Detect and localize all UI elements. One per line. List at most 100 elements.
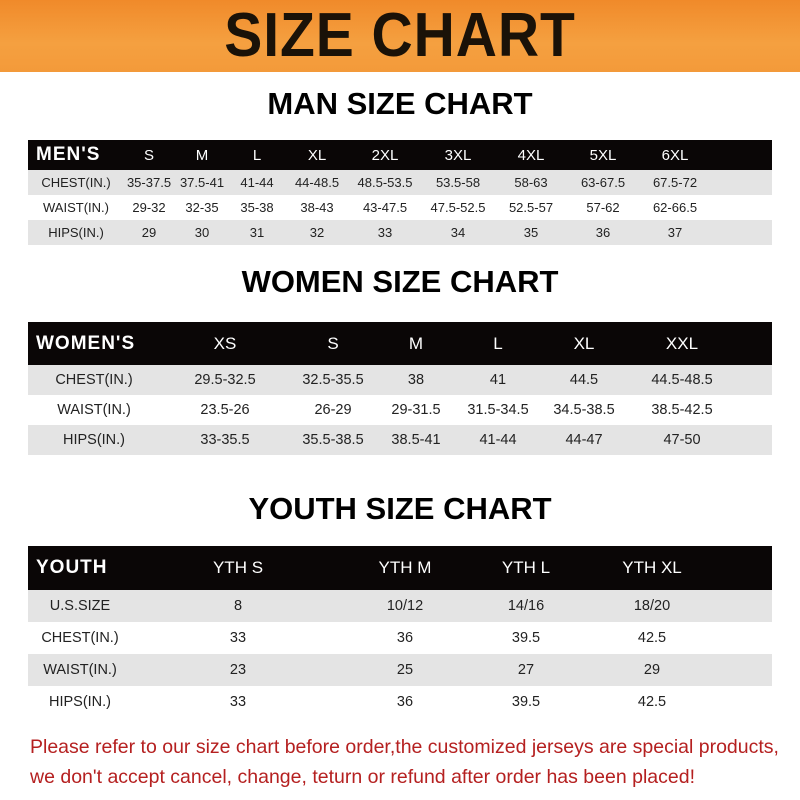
table-cell: 42.5 (637, 630, 667, 646)
table-cell: M (195, 146, 209, 164)
men-size-table: MEN'S S M L XL 2XL 3XL 4XL 5XL 6XL CHEST(IN.) 35-37… (28, 140, 772, 245)
table-cell: 33 (229, 630, 247, 646)
table-header-row: WOMEN'S XS S M L XL XXL (28, 322, 772, 365)
table-cell: 38.5-41 (391, 432, 441, 448)
table-cell: 27 (517, 662, 535, 678)
table-cell: YTH XL (622, 558, 682, 577)
table-row: WAIST(IN.) 23 25 27 29 (28, 654, 772, 686)
table-cell: 23.5-26 (200, 402, 250, 418)
row-label: MEN'S (36, 144, 101, 165)
table-cell: 37.5-41 (179, 175, 225, 190)
row-label: YOUTH (36, 557, 108, 578)
table-cell: 33 (377, 225, 393, 240)
table-cell: XL (307, 146, 327, 164)
table-cell: 14/16 (507, 598, 545, 614)
table-cell: 34.5-38.5 (553, 402, 615, 418)
table-cell: 35.5-38.5 (302, 432, 364, 448)
table-cell: 36 (396, 630, 414, 646)
row-label: HIPS(IN.) (48, 225, 104, 240)
table-cell: 39.5 (511, 694, 541, 710)
table-cell: 38 (407, 372, 425, 388)
table-cell: 42.5 (637, 694, 667, 710)
table-cell: 25 (396, 662, 414, 678)
table-cell: M (408, 333, 424, 353)
women-subtitle: WOMEN SIZE CHART (241, 264, 559, 299)
table-row: CHEST(IN.) 29.5-32.5 32.5-35.5 38 41 44.5 44.5… (28, 365, 772, 395)
table-row: CHEST(IN.) 33 36 39.5 42.5 (28, 622, 772, 654)
table-cell: 32.5-35.5 (302, 372, 364, 388)
table-cell: 34 (450, 225, 466, 240)
table-cell: 44.5 (569, 372, 599, 388)
youth-size-table: YOUTH YTH S YTH M YTH L YTH XL U.S.SIZE 8 10/12… (28, 546, 772, 718)
table-cell: 63-67.5 (580, 175, 626, 190)
table-cell: 43-47.5 (362, 200, 408, 215)
table-cell: 30 (194, 225, 210, 240)
table-header-row: MEN'S S M L XL 2XL 3XL 4XL 5XL 6XL (28, 140, 772, 170)
table-cell: 57-62 (586, 200, 620, 215)
row-label: WAIST(IN.) (43, 662, 117, 678)
table-cell: 31 (249, 225, 265, 240)
table-cell: L (252, 146, 262, 164)
table-cell: 29 (141, 225, 157, 240)
table-cell: 36 (396, 694, 414, 710)
table-row: WAIST(IN.) 29-32 32-35 35-38 38-43 43-47.5 47.… (28, 195, 772, 220)
table-cell: 33-35.5 (200, 432, 250, 448)
table-cell: XL (573, 333, 595, 353)
row-label: U.S.SIZE (49, 598, 111, 614)
table-cell: 62-66.5 (652, 200, 698, 215)
table-cell: 31.5-34.5 (467, 402, 529, 418)
table-cell: YTH M (378, 558, 432, 577)
table-header-row: YOUTH YTH S YTH M YTH L YTH XL (28, 546, 772, 590)
table-cell: 44-48.5 (294, 175, 340, 190)
table-cell: 33 (229, 694, 247, 710)
table-cell: 38-43 (300, 200, 334, 215)
table-cell: 4XL (517, 146, 545, 164)
table-cell: 37 (667, 225, 683, 240)
row-label: WAIST(IN.) (57, 402, 131, 418)
table-cell: 58-63 (514, 175, 548, 190)
table-cell: 23 (229, 662, 247, 678)
table-cell: 47-50 (663, 432, 701, 448)
table-cell: 38.5-42.5 (651, 402, 713, 418)
table-cell: 35-38 (240, 200, 274, 215)
table-cell: 2XL (371, 146, 399, 164)
table-row: HIPS(IN.) 33-35.5 35.5-38.5 38.5-41 41-44 44-… (28, 425, 772, 455)
table-cell: 41 (489, 372, 507, 388)
table-cell: 3XL (444, 146, 472, 164)
table-cell: 52.5-57 (508, 200, 554, 215)
table-cell: 36 (595, 225, 611, 240)
table-cell: 32 (309, 225, 325, 240)
page-title: SIZE CHART (224, 1, 576, 70)
table-cell: 8 (233, 598, 243, 614)
table-cell: 10/12 (386, 598, 424, 614)
table-cell: XXL (665, 333, 699, 353)
row-label: HIPS(IN.) (48, 694, 112, 710)
table-cell: YTH S (212, 558, 264, 577)
table-cell: S (327, 333, 339, 353)
table-cell: 26-29 (314, 402, 352, 418)
table-cell: 41-44 (479, 432, 517, 448)
table-cell: 29-31.5 (391, 402, 441, 418)
table-cell: 18/20 (633, 598, 671, 614)
row-label: CHEST(IN.) (41, 175, 111, 190)
table-cell: 5XL (589, 146, 617, 164)
table-row: U.S.SIZE 8 10/12 14/16 18/20 (28, 590, 772, 622)
table-cell: 29.5-32.5 (194, 372, 256, 388)
table-cell: 35-37.5 (126, 175, 172, 190)
table-cell: 29-32 (132, 200, 166, 215)
table-cell: 67.5-72 (652, 175, 698, 190)
table-row: HIPS(IN.) 29 30 31 32 33 34 35 36 37 (28, 220, 772, 245)
table-row: WAIST(IN.) 23.5-26 26-29 29-31.5 31.5-34.5 34… (28, 395, 772, 425)
table-cell: S (143, 146, 154, 164)
table-row: HIPS(IN.) 33 36 39.5 42.5 (28, 686, 772, 718)
men-subtitle: MAN SIZE CHART (267, 86, 533, 121)
table-cell: 35 (523, 225, 539, 240)
title-banner: SIZE CHART (0, 0, 800, 72)
youth-subtitle: YOUTH SIZE CHART (248, 491, 552, 526)
table-cell: 48.5-53.5 (357, 175, 413, 190)
table-cell: 53.5-58 (435, 175, 481, 190)
table-cell: L (493, 333, 503, 353)
notice-line-2: we don't accept cancel, change, teturn o… (30, 766, 695, 788)
table-cell: XS (213, 333, 237, 353)
table-cell: 32-35 (185, 200, 219, 215)
